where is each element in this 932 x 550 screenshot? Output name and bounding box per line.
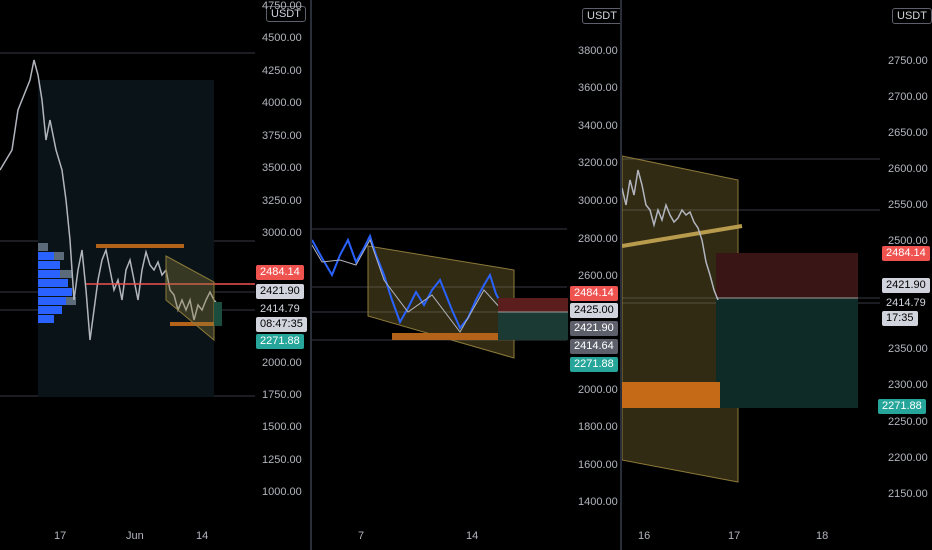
time-tick: 14 bbox=[466, 530, 479, 542]
countdown-tag: 17:35 bbox=[882, 311, 918, 326]
price-tick: 1800.00 bbox=[578, 421, 618, 433]
price-series-3 bbox=[622, 169, 719, 301]
price-tick: 2600.00 bbox=[888, 163, 928, 175]
renko-series bbox=[312, 233, 503, 330]
price-series-1 bbox=[0, 59, 219, 341]
price-tick: 2300.00 bbox=[888, 379, 928, 391]
time-tick: 18 bbox=[816, 530, 829, 542]
support-zone bbox=[392, 333, 498, 340]
price-tick: 4250.00 bbox=[262, 65, 302, 77]
resistance-zone bbox=[96, 244, 184, 248]
chart-canvas-2[interactable] bbox=[312, 0, 620, 550]
time-tick: 14 bbox=[196, 530, 209, 542]
price-tick: 3250.00 bbox=[262, 195, 302, 207]
price-tick: 3750.00 bbox=[262, 130, 302, 142]
price-tick: 2650.00 bbox=[888, 127, 928, 139]
take-profit-zone bbox=[716, 298, 858, 408]
price-tick: 2800.00 bbox=[578, 233, 618, 245]
price-tick: 2000.00 bbox=[262, 357, 302, 369]
chart-canvas-1[interactable] bbox=[0, 0, 310, 550]
chart-pane-2[interactable]: USDT 3800.00 3600.00 3400.00 3200.00 300… bbox=[312, 0, 620, 550]
support-zone bbox=[622, 382, 720, 408]
price-tag-green: 2271.88 bbox=[256, 334, 304, 349]
price-tag-gray: 2421.90 bbox=[882, 278, 930, 293]
price-tick: 1250.00 bbox=[262, 454, 302, 466]
price-tick: 3000.00 bbox=[578, 195, 618, 207]
price-tick: 1750.00 bbox=[262, 389, 302, 401]
price-tag-gray: 2425.00 bbox=[570, 303, 618, 318]
currency-label[interactable]: USDT bbox=[266, 6, 306, 22]
time-tick: 16 bbox=[638, 530, 651, 542]
price-tick: 2350.00 bbox=[888, 343, 928, 355]
pane-divider[interactable] bbox=[620, 0, 622, 550]
time-tick: Jun bbox=[126, 530, 144, 542]
price-tag-green: 2271.88 bbox=[878, 399, 926, 414]
price-tick: 3500.00 bbox=[262, 162, 302, 174]
price-tag-red: 2484.14 bbox=[882, 246, 930, 261]
price-tag-last: 2414.79 bbox=[260, 303, 300, 315]
volume-profile bbox=[38, 243, 76, 323]
price-tick: 4000.00 bbox=[262, 97, 302, 109]
price-tick: 1000.00 bbox=[262, 486, 302, 498]
price-tick: 3800.00 bbox=[578, 45, 618, 57]
wedge-pattern bbox=[367, 245, 515, 359]
time-tick: 17 bbox=[54, 530, 67, 542]
currency-label[interactable]: USDT bbox=[582, 8, 620, 24]
price-tick: 2750.00 bbox=[888, 55, 928, 67]
price-tag-gray: 2414.64 bbox=[570, 339, 618, 354]
countdown-tag: 08:47:35 bbox=[256, 317, 307, 332]
chart-pane-3[interactable]: USDT 2750.00 2700.00 2650.00 2600.00 255… bbox=[622, 0, 932, 550]
price-tag-gray: 2421.90 bbox=[256, 284, 304, 299]
price-tick: 3600.00 bbox=[578, 82, 618, 94]
price-tick: 2700.00 bbox=[888, 91, 928, 103]
price-tag-red: 2484.14 bbox=[256, 265, 304, 280]
support-zone bbox=[170, 322, 214, 326]
price-tick: 1400.00 bbox=[578, 496, 618, 508]
pane-divider[interactable] bbox=[310, 0, 312, 550]
price-tick: 3000.00 bbox=[262, 227, 302, 239]
price-tag-green: 2271.88 bbox=[570, 357, 618, 372]
price-tick: 2150.00 bbox=[888, 488, 928, 500]
wedge-pattern bbox=[165, 255, 215, 342]
price-tag-gray: 2421.90 bbox=[570, 321, 618, 336]
chart-pane-1[interactable]: USDT 4500.00 4250.00 4000.00 3750.00 350… bbox=[0, 0, 310, 550]
price-tick: 2250.00 bbox=[888, 416, 928, 428]
price-tick: 1600.00 bbox=[578, 459, 618, 471]
price-tick: 2200.00 bbox=[888, 452, 928, 464]
price-tick: 2600.00 bbox=[578, 270, 618, 282]
range-box bbox=[38, 80, 214, 397]
price-tick: 3200.00 bbox=[578, 157, 618, 169]
price-tick: 2500.00 bbox=[888, 235, 928, 247]
price-tag-red: 2484.14 bbox=[570, 286, 618, 301]
price-tag-last: 2414.79 bbox=[886, 297, 926, 309]
price-tick: 1500.00 bbox=[262, 421, 302, 433]
price-tick: 2000.00 bbox=[578, 384, 618, 396]
time-tick: 7 bbox=[358, 530, 365, 542]
currency-label[interactable]: USDT bbox=[892, 8, 932, 24]
price-tick: 3400.00 bbox=[578, 120, 618, 132]
stop-loss-zone bbox=[716, 253, 858, 298]
price-tick: 4750.00 bbox=[262, 0, 302, 12]
time-tick: 17 bbox=[728, 530, 741, 542]
trend-line bbox=[622, 224, 743, 248]
price-tick: 4500.00 bbox=[262, 32, 302, 44]
chart-canvas-3[interactable] bbox=[622, 0, 932, 550]
price-tick: 2550.00 bbox=[888, 199, 928, 211]
